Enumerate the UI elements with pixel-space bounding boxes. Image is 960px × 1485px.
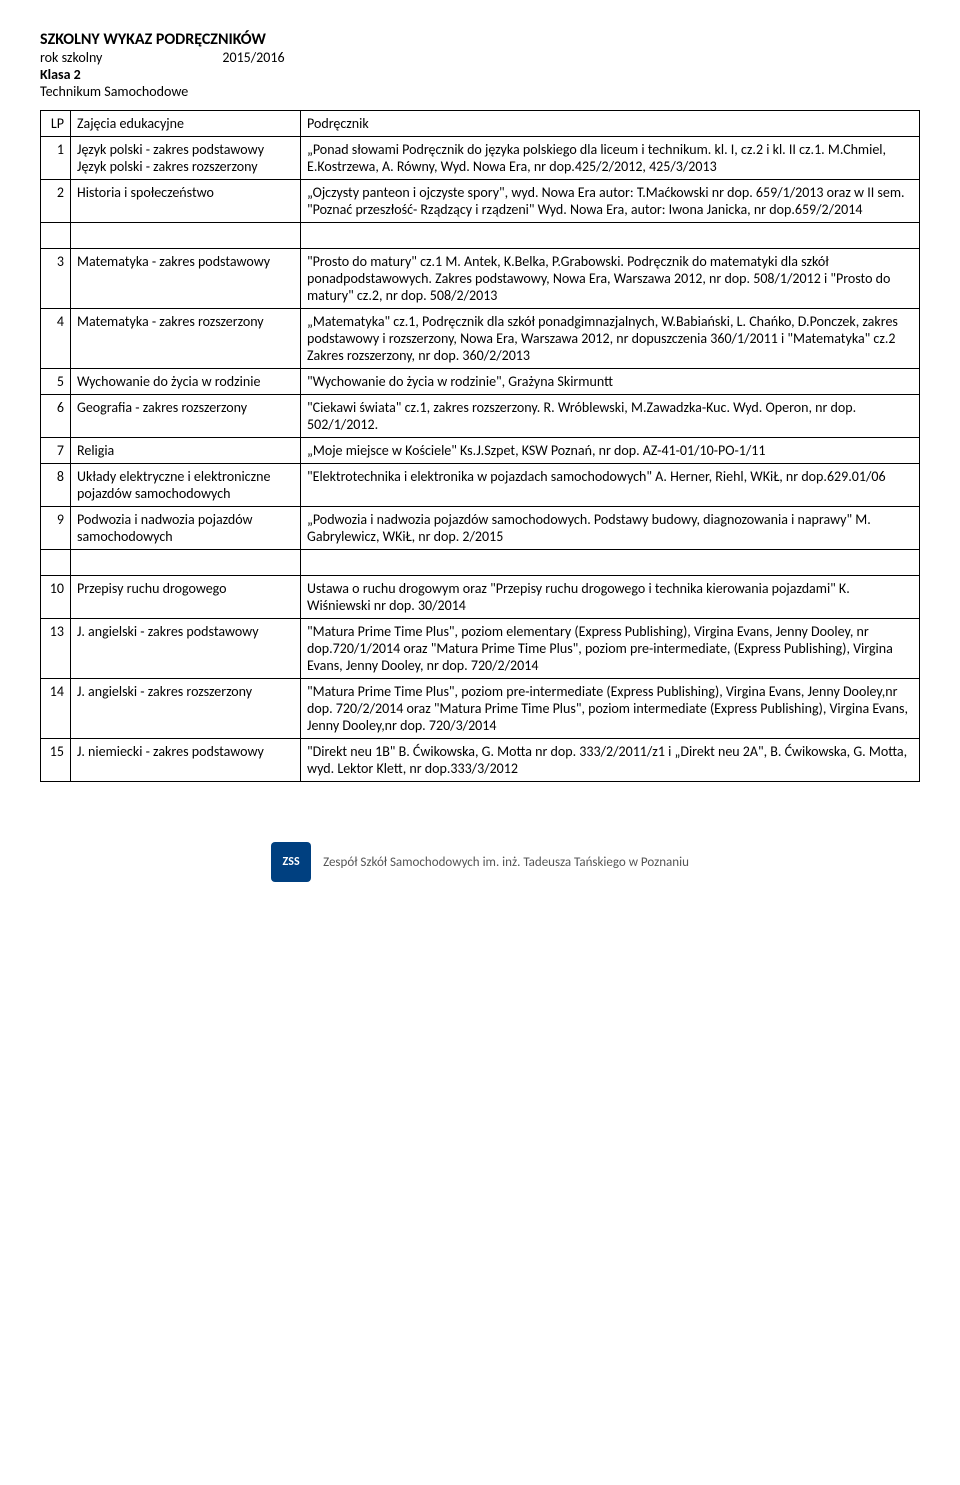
table-row: 3Matematyka - zakres podstawowy"Prosto d… bbox=[41, 249, 920, 309]
cell-lp: 8 bbox=[41, 464, 71, 507]
table-row: 6Geografia - zakres rozszerzony"Ciekawi … bbox=[41, 395, 920, 438]
col-header-book: Podręcznik bbox=[301, 111, 920, 137]
textbook-table: LP Zajęcia edukacyjne Podręcznik 1Język … bbox=[40, 110, 920, 782]
table-row: 14J. angielski - zakres rozszerzony"Matu… bbox=[41, 679, 920, 739]
cell-book: "Matura Prime Time Plus", poziom element… bbox=[301, 619, 920, 679]
table-row: 13J. angielski - zakres podstawowy"Matur… bbox=[41, 619, 920, 679]
cell-lp: 2 bbox=[41, 180, 71, 223]
table-row: 1Język polski - zakres podstawowy Język … bbox=[41, 137, 920, 180]
table-row: 10Przepisy ruchu drogowegoUstawa o ruchu… bbox=[41, 576, 920, 619]
cell-lp: 3 bbox=[41, 249, 71, 309]
cell-book: "Elektrotechnika i elektronika w pojazda… bbox=[301, 464, 920, 507]
cell-subject: Przepisy ruchu drogowego bbox=[71, 576, 301, 619]
cell-book: "Ciekawi świata" cz.1, zakres rozszerzon… bbox=[301, 395, 920, 438]
table-row: 15J. niemiecki - zakres podstawowy"Direk… bbox=[41, 739, 920, 782]
cell-subject: Układy elektryczne i elektroniczne pojaz… bbox=[71, 464, 301, 507]
footer-logo-icon: ZSS bbox=[271, 842, 311, 882]
col-header-subject: Zajęcia edukacyjne bbox=[71, 111, 301, 137]
cell-book: "Prosto do matury" cz.1 M. Antek, K.Belk… bbox=[301, 249, 920, 309]
school-type: Technikum Samochodowe bbox=[40, 83, 920, 100]
cell-lp: 6 bbox=[41, 395, 71, 438]
cell-lp: 4 bbox=[41, 309, 71, 369]
cell-book: "Wychowanie do życia w rodzinie", Grażyn… bbox=[301, 369, 920, 395]
footer-text: Zespół Szkół Samochodowych im. inż. Tade… bbox=[323, 855, 689, 870]
table-row: 9Podwozia i nadwozia pojazdów samochodow… bbox=[41, 507, 920, 550]
cell-book: "Direkt neu 1B" B. Ćwikowska, G. Motta n… bbox=[301, 739, 920, 782]
cell-subject: Język polski - zakres podstawowy Język p… bbox=[71, 137, 301, 180]
page-header: SZKOLNY WYKAZ PODRĘCZNIKÓW rok szkolny 2… bbox=[40, 30, 920, 100]
cell-subject: J. angielski - zakres podstawowy bbox=[71, 619, 301, 679]
cell-subject: Matematyka - zakres podstawowy bbox=[71, 249, 301, 309]
page-footer: ZSS Zespół Szkół Samochodowych im. inż. … bbox=[40, 842, 920, 882]
spacer-row bbox=[41, 223, 920, 249]
cell-book: Ustawa o ruchu drogowym oraz "Przepisy r… bbox=[301, 576, 920, 619]
year-label: rok szkolny bbox=[40, 49, 102, 66]
cell-lp: 14 bbox=[41, 679, 71, 739]
table-row: 8Układy elektryczne i elektroniczne poja… bbox=[41, 464, 920, 507]
cell-subject: Matematyka - zakres rozszerzony bbox=[71, 309, 301, 369]
year-row: rok szkolny 2015/2016 bbox=[40, 49, 920, 66]
spacer-row bbox=[41, 550, 920, 576]
year-value: 2015/2016 bbox=[222, 49, 284, 66]
cell-book: "Matura Prime Time Plus", poziom pre-int… bbox=[301, 679, 920, 739]
class-label: Klasa 2 bbox=[40, 66, 920, 83]
table-row: 4Matematyka - zakres rozszerzony„Matemat… bbox=[41, 309, 920, 369]
cell-subject: Wychowanie do życia w rodzinie bbox=[71, 369, 301, 395]
cell-subject: Podwozia i nadwozia pojazdów samochodowy… bbox=[71, 507, 301, 550]
cell-book: „Ponad słowami Podręcznik do języka pols… bbox=[301, 137, 920, 180]
cell-lp: 1 bbox=[41, 137, 71, 180]
cell-book: „Matematyka" cz.1, Podręcznik dla szkół … bbox=[301, 309, 920, 369]
cell-subject: Historia i społeczeństwo bbox=[71, 180, 301, 223]
cell-book: „Moje miejsce w Kościele" Ks.J.Szpet, KS… bbox=[301, 438, 920, 464]
cell-book: „Ojczysty panteon i ojczyste spory", wyd… bbox=[301, 180, 920, 223]
table-row: 5Wychowanie do życia w rodzinie"Wychowan… bbox=[41, 369, 920, 395]
cell-lp: 15 bbox=[41, 739, 71, 782]
table-row: 7Religia„Moje miejsce w Kościele" Ks.J.S… bbox=[41, 438, 920, 464]
document-title: SZKOLNY WYKAZ PODRĘCZNIKÓW bbox=[40, 30, 920, 49]
cell-lp: 5 bbox=[41, 369, 71, 395]
cell-subject: J. angielski - zakres rozszerzony bbox=[71, 679, 301, 739]
cell-book: „Podwozia i nadwozia pojazdów samochodow… bbox=[301, 507, 920, 550]
cell-subject: Religia bbox=[71, 438, 301, 464]
cell-lp: 7 bbox=[41, 438, 71, 464]
table-row: 2Historia i społeczeństwo„Ojczysty pante… bbox=[41, 180, 920, 223]
cell-lp: 9 bbox=[41, 507, 71, 550]
cell-lp: 13 bbox=[41, 619, 71, 679]
cell-subject: Geografia - zakres rozszerzony bbox=[71, 395, 301, 438]
cell-subject: J. niemiecki - zakres podstawowy bbox=[71, 739, 301, 782]
col-header-lp: LP bbox=[41, 111, 71, 137]
cell-lp: 10 bbox=[41, 576, 71, 619]
table-header-row: LP Zajęcia edukacyjne Podręcznik bbox=[41, 111, 920, 137]
